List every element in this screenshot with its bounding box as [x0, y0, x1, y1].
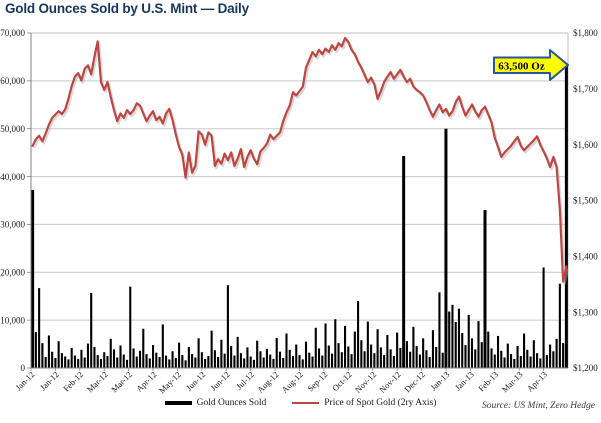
price-line-group — [31, 36, 570, 285]
svg-text:Dec-12: Dec-12 — [402, 369, 427, 394]
svg-text:Jul-12: Jul-12 — [234, 369, 256, 391]
svg-text:20,000: 20,000 — [0, 267, 25, 277]
svg-text:Aug-12: Aug-12 — [279, 369, 304, 394]
svg-text:$1,700: $1,700 — [573, 84, 598, 94]
svg-text:Jun-12: Jun-12 — [208, 369, 231, 392]
svg-text:Jan-13: Jan-13 — [453, 369, 476, 392]
svg-text:Feb-13: Feb-13 — [476, 369, 500, 393]
legend: Gold Ounces Sold Price of Spot Gold (2ry… — [0, 398, 601, 408]
svg-text:Apr-12: Apr-12 — [134, 369, 158, 393]
bar-series-swatch-icon — [164, 400, 192, 406]
svg-text:$1,500: $1,500 — [573, 196, 598, 206]
svg-text:$1,600: $1,600 — [573, 140, 598, 150]
svg-text:10,000: 10,000 — [0, 315, 25, 325]
svg-text:0: 0 — [21, 363, 26, 373]
svg-text:Mar-13: Mar-13 — [500, 369, 525, 394]
svg-text:60,000: 60,000 — [0, 76, 25, 86]
svg-text:Nov-12: Nov-12 — [353, 369, 378, 394]
svg-text:30,000: 30,000 — [0, 220, 25, 230]
svg-text:Apr-13: Apr-13 — [525, 369, 549, 393]
svg-text:May-12: May-12 — [157, 369, 183, 395]
svg-text:$1,300: $1,300 — [573, 307, 598, 317]
legend-item-gold-ounces: Gold Ounces Sold — [164, 398, 267, 408]
bars-series-group — [31, 64, 568, 369]
legend-line-label: Price of Spot Gold (2ry Axis) — [324, 398, 437, 408]
svg-text:Mar-12: Mar-12 — [109, 369, 134, 394]
x-axis-labels: Jan-12 Jan-12 Feb-12 Mar-12 Mar-12 Apr-12May-… — [13, 368, 549, 395]
axes-group — [30, 32, 568, 369]
svg-text:Nov-12: Nov-12 — [377, 369, 402, 394]
svg-text:Jan-12: Jan-12 — [38, 369, 61, 392]
svg-text:$1,200: $1,200 — [573, 363, 598, 373]
svg-text:Feb-12: Feb-12 — [61, 369, 85, 393]
svg-text:Jan-12: Jan-12 — [13, 369, 36, 392]
left-axis-labels: 0 10,000 20,000 30,000 40,000 50,000 60,000 70,… — [0, 28, 31, 373]
svg-text:50,000: 50,000 — [0, 124, 25, 134]
annotation-label: 63,500 Oz — [498, 61, 545, 73]
svg-text:Jun-12: Jun-12 — [184, 369, 207, 392]
annotation-callout: 63,500 Oz — [493, 49, 569, 81]
right-axis-labels: $1,200 $1,300 $1,400 $1,500 $1,600 $1,700 $1,8… — [573, 28, 598, 373]
svg-text:Sep-12: Sep-12 — [305, 369, 329, 393]
svg-text:Mar-12: Mar-12 — [85, 369, 110, 394]
svg-text:$1,400: $1,400 — [573, 252, 598, 262]
legend-bar-label: Gold Ounces Sold — [196, 398, 267, 408]
svg-text:Oct-12: Oct-12 — [330, 369, 354, 393]
svg-text:$1,800: $1,800 — [573, 28, 598, 38]
svg-text:Aug-12: Aug-12 — [255, 369, 280, 394]
svg-text:40,000: 40,000 — [0, 172, 25, 182]
line-series-swatch-icon — [292, 401, 320, 405]
svg-text:Jan-13: Jan-13 — [428, 369, 451, 392]
legend-item-spot-gold: Price of Spot Gold (2ry Axis) — [292, 398, 436, 408]
source-note: Source: US Mint, Zero Hedge — [481, 401, 595, 411]
chart-title: Gold Ounces Sold by U.S. Mint — Daily — [5, 1, 249, 16]
gridlines-group — [31, 32, 569, 368]
svg-text:70,000: 70,000 — [0, 28, 25, 38]
